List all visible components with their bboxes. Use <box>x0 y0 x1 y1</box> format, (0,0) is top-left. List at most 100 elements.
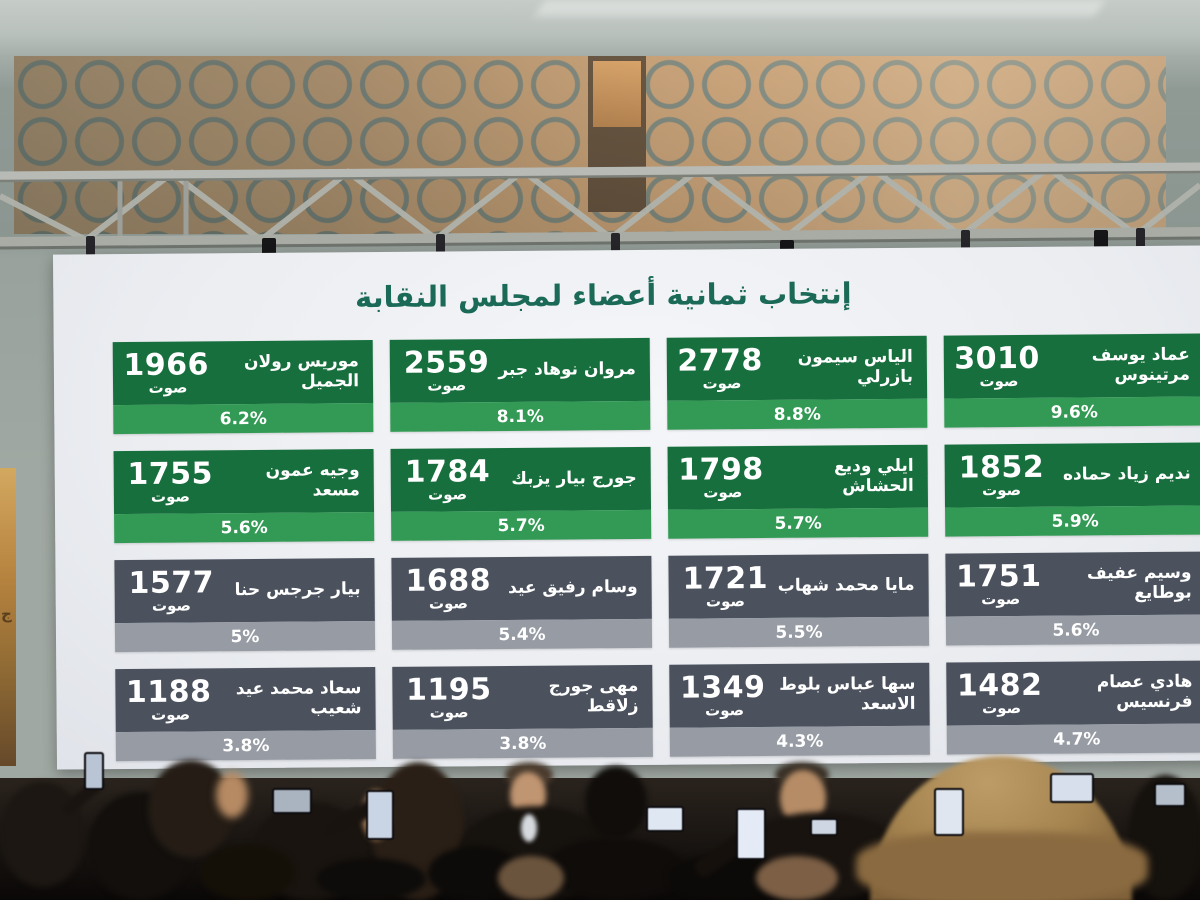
truss-stud <box>1136 228 1145 248</box>
candidate-percentage: 5.6% <box>114 512 375 544</box>
candidate-votes: 1349 <box>679 669 766 706</box>
truss-stud <box>436 234 445 254</box>
truss-stud <box>961 230 970 250</box>
candidate-card-main: سها عباس بلوط الاسعد 1349 صوت <box>669 662 930 728</box>
candidate-percentage: 5.6% <box>945 614 1200 646</box>
candidate-card-main: عماد يوسف مرتينوس 3010 صوت <box>943 333 1200 399</box>
candidate-card-main: الياس سيمون بازرلي 2778 صوت <box>666 335 928 401</box>
candidate-name: مهى جورج زلاقط <box>548 676 639 716</box>
candidate-card-main: جورج بيار يزبك 1784 صوت <box>390 446 652 512</box>
candidate-percentage: 3.8% <box>115 730 376 762</box>
candidate-card-main: مروان نوهاد جبر 2559 صوت <box>389 337 651 403</box>
candidate-votes-block: 2559 صوت <box>403 345 490 394</box>
candidate-percentage: 5.7% <box>668 507 929 539</box>
candidate-percentage: 5.9% <box>945 505 1200 537</box>
truss-stud <box>86 236 95 256</box>
candidate-percentage: 5% <box>114 621 376 653</box>
candidate-votes: 1195 <box>405 672 492 708</box>
candidate-card: سعاد محمد عيد شعيب 1188 صوت 3.8% <box>115 667 376 762</box>
candidate-votes-block: 1349 صوت <box>679 669 766 719</box>
candidate-card: نديم زياد حماده 1852 صوت 5.9% <box>944 442 1200 537</box>
candidate-votes: 1688 <box>405 563 492 599</box>
candidate-card-main: وجيه عمون مسعد 1755 صوت <box>113 449 375 515</box>
candidate-card: ايلي وديع الحشاش 1798 صوت 5.7% <box>667 444 929 539</box>
ceiling-lattice-panel <box>14 56 1166 234</box>
candidate-name: مايا محمد شهاب <box>777 574 915 596</box>
candidate-card-main: سعاد محمد عيد شعيب 1188 صوت <box>115 667 376 733</box>
candidate-card-main: مهى جورج زلاقط 1195 صوت <box>392 664 653 730</box>
candidate-votes-block: 1188 صوت <box>125 674 212 723</box>
candidate-name: وسام رفيق عيد <box>508 576 638 598</box>
candidate-card-main: هادي عصام فرنسيس 1482 صوت <box>946 660 1200 726</box>
candidate-percentage: 5.7% <box>391 509 652 541</box>
candidate-name: سعاد محمد عيد شعيب <box>235 678 362 719</box>
candidate-percentage: 8.1% <box>390 400 651 432</box>
candidate-votes-block: 1721 صوت <box>682 560 769 610</box>
candidate-card: وسام رفيق عيد 1688 صوت 5.4% <box>391 555 653 650</box>
candidate-card: مايا محمد شهاب 1721 صوت 5.5% <box>668 553 930 648</box>
candidate-card-main: وسام رفيق عيد 1688 صوت <box>391 555 652 621</box>
candidate-votes: 1784 <box>404 454 491 490</box>
metal-truss <box>0 162 1200 250</box>
candidate-votes-block: 1784 صوت <box>404 454 491 503</box>
candidate-votes: 1966 <box>123 347 210 384</box>
side-wall-banner: ج <box>0 468 16 766</box>
candidate-votes: 2559 <box>403 345 490 381</box>
candidate-card-main: ايلي وديع الحشاش 1798 صوت <box>667 444 929 510</box>
candidate-card: موريس رولان الجميل 1966 صوت 6.2% <box>112 340 374 435</box>
candidate-votes: 1852 <box>958 449 1045 486</box>
candidate-card: سها عباس بلوط الاسعد 1349 صوت 4.3% <box>669 662 930 757</box>
candidate-votes-block: 1852 صوت <box>958 449 1045 499</box>
candidate-name: نديم زياد حماده <box>1062 463 1191 485</box>
candidate-votes-block: 1688 صوت <box>405 563 492 612</box>
candidate-votes: 1482 <box>956 667 1043 704</box>
candidate-card: مروان نوهاد جبر 2559 صوت 8.1% <box>389 337 651 432</box>
candidate-card: بيار جرجس حنا 1577 صوت 5% <box>114 558 376 653</box>
candidate-name: بيار جرجس حنا <box>234 579 361 601</box>
candidate-votes: 3010 <box>954 340 1040 377</box>
candidate-name: هادي عصام فرنسيس <box>1096 671 1193 712</box>
candidate-votes: 1577 <box>128 565 215 601</box>
candidate-card: عماد يوسف مرتينوس 3010 صوت 9.6% <box>943 333 1200 428</box>
candidate-card-main: وسيم عفيف بوطايع 1751 صوت <box>945 551 1200 617</box>
candidate-percentage: 3.8% <box>392 727 653 759</box>
candidate-card: وسيم عفيف بوطايع 1751 صوت 5.6% <box>945 551 1200 646</box>
candidate-name: مروان نوهاد جبر <box>498 358 636 380</box>
candidate-card: هادي عصام فرنسيس 1482 صوت 4.7% <box>946 660 1200 755</box>
candidate-votes: 2778 <box>677 342 763 379</box>
candidate-card: جورج بيار يزبك 1784 صوت 5.7% <box>390 446 652 541</box>
projection-screen: إنتخاب ثمانية أعضاء لمجلس النقابة عماد ي… <box>52 245 1200 770</box>
candidate-card-main: نديم زياد حماده 1852 صوت <box>944 442 1200 508</box>
candidate-name: ايلي وديع الحشاش <box>834 456 914 496</box>
candidate-name: وسيم عفيف بوطايع <box>1086 562 1192 603</box>
candidate-votes: 1751 <box>955 558 1042 595</box>
candidate-name: الياس سيمون بازرلي <box>797 347 914 387</box>
candidate-percentage: 4.3% <box>669 725 930 757</box>
candidate-votes-block: 3010 صوت <box>954 340 1040 390</box>
candidate-name: جورج بيار يزبك <box>511 467 637 489</box>
screen-title: إنتخاب ثمانية أعضاء لمجلس النقابة <box>354 276 852 315</box>
candidate-votes-block: 1755 صوت <box>127 456 214 505</box>
candidate-votes-block: 1195 صوت <box>405 672 492 721</box>
candidate-card-main: مايا محمد شهاب 1721 صوت <box>668 553 929 619</box>
candidate-percentage: 8.8% <box>667 398 928 430</box>
candidate-votes: 1798 <box>678 451 764 488</box>
candidate-card-main: بيار جرجس حنا 1577 صوت <box>114 558 375 624</box>
candidate-name: وجيه عمون مسعد <box>265 460 360 501</box>
results-grid: عماد يوسف مرتينوس 3010 صوت 9.6% الياس سي… <box>112 333 1200 762</box>
candidate-name: عماد يوسف مرتينوس <box>1091 344 1191 385</box>
candidate-card: وجيه عمون مسعد 1755 صوت 5.6% <box>113 449 375 544</box>
candidate-name: موريس رولان الجميل <box>243 351 360 392</box>
candidate-votes-block: 1482 صوت <box>956 667 1043 717</box>
candidate-card: مهى جورج زلاقط 1195 صوت 3.8% <box>392 664 653 759</box>
candidate-votes-block: 1577 صوت <box>128 565 215 614</box>
candidate-card: الياس سيمون بازرلي 2778 صوت 8.8% <box>666 335 928 430</box>
side-wall-letter: ج <box>1 605 12 623</box>
candidate-percentage: 6.2% <box>113 403 374 435</box>
truss-stud <box>611 233 620 253</box>
candidate-percentage: 4.7% <box>946 723 1200 755</box>
candidate-votes: 1188 <box>125 674 212 711</box>
candidate-votes: 1721 <box>682 560 769 597</box>
candidate-votes-block: 2778 صوت <box>677 342 763 392</box>
